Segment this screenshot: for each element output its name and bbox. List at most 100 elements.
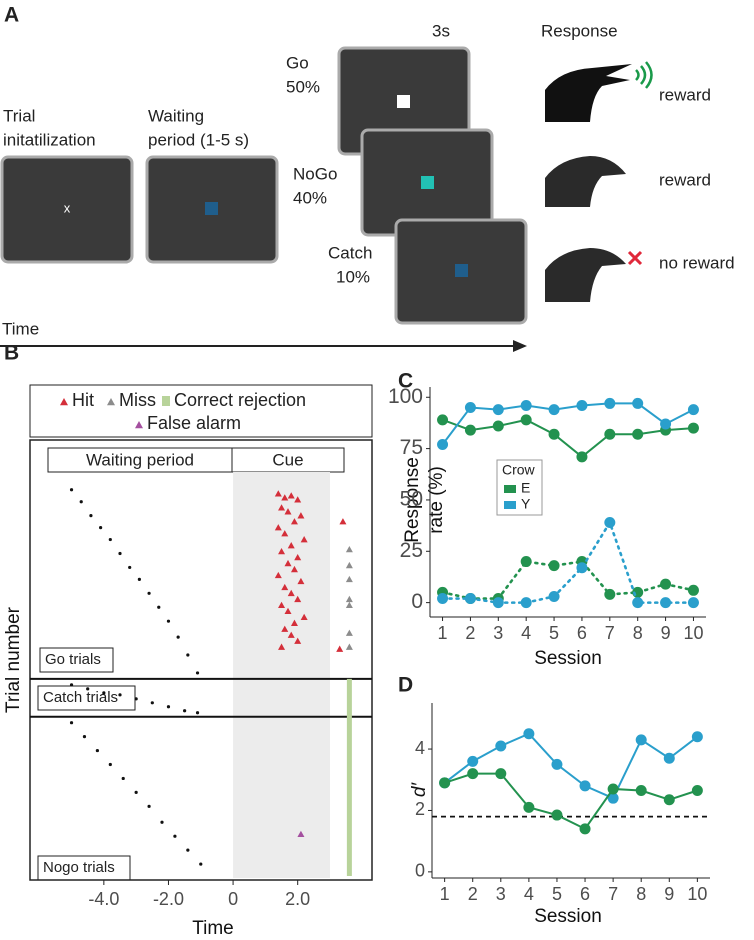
time-label: Time: [2, 319, 39, 338]
series-point: [632, 597, 644, 609]
x-tick-label: 5: [552, 884, 562, 904]
x-tick-label: 9: [664, 884, 674, 904]
series-point: [687, 584, 699, 596]
waiting-dot: [173, 834, 177, 838]
trial-marker: [297, 830, 305, 837]
response-title: Response: [541, 21, 618, 40]
crow-head: [545, 156, 626, 207]
series-point: [635, 785, 647, 796]
trial-percent: 50%: [286, 77, 320, 96]
trial-marker: [278, 601, 286, 609]
waiting-dot: [69, 488, 74, 492]
x-tick-label: 6: [577, 623, 587, 643]
trial-marker: [278, 504, 286, 511]
series-point: [467, 768, 479, 780]
panel-label: B: [4, 342, 19, 365]
trial-type: NoGo: [293, 164, 337, 183]
waiting-dot: [137, 577, 141, 581]
y-axis-label: d′: [409, 782, 430, 798]
waiting-dot: [150, 701, 154, 705]
series-point: [632, 428, 644, 440]
legend-label: Y: [521, 496, 531, 512]
waiting-dot: [121, 776, 125, 781]
series-point: [495, 740, 507, 752]
cue-region: [233, 472, 330, 878]
series-point: [492, 420, 504, 432]
trial-marker: [278, 547, 286, 555]
x-tick-label: 1: [438, 623, 448, 643]
waiting-dot: [82, 735, 87, 739]
outcome: reward: [659, 170, 711, 189]
x-tick-label: -2.0: [153, 889, 184, 909]
trial-marker: [274, 490, 282, 497]
section-box: [39, 647, 114, 673]
waiting-dot: [102, 691, 106, 695]
waiting-dot: [160, 820, 164, 824]
trial-marker: [290, 619, 298, 626]
series-point: [576, 562, 588, 574]
series-point: [663, 794, 675, 806]
series-point: [604, 517, 616, 529]
trial-marker: [297, 577, 305, 585]
y-tick-label: 2: [415, 799, 425, 819]
series-point: [663, 752, 675, 764]
trial-marker: [281, 494, 289, 501]
x-tick-label: 10: [683, 623, 703, 643]
x-tick-label: 4: [521, 623, 531, 643]
fixation-cross: x: [64, 200, 71, 215]
cue-square: [397, 95, 410, 108]
series-point: [548, 404, 560, 416]
y-axis-label: rate (%): [426, 466, 447, 534]
series-point: [660, 578, 672, 590]
waiting-dot: [108, 762, 112, 767]
screen: [0, 155, 134, 264]
cue-square: [455, 264, 468, 277]
panel-label: A: [4, 4, 19, 27]
series-point: [551, 758, 563, 770]
trial-marker: [345, 546, 353, 553]
waiting-dot: [176, 635, 180, 639]
no-reward-icon: [627, 250, 643, 266]
period-box: [47, 447, 233, 473]
y-tick-label: 100: [388, 385, 423, 408]
series-point: [551, 809, 563, 821]
legend-label: Hit: [72, 390, 94, 410]
trial-marker: [287, 492, 295, 499]
duration: 3s: [432, 21, 450, 40]
legend-label: False alarm: [147, 413, 241, 433]
x-tick-label: -4.0: [88, 889, 119, 909]
series-point: [660, 597, 672, 609]
trial-marker: [345, 601, 353, 609]
legend-key: [107, 398, 115, 406]
trial-marker: [284, 559, 292, 567]
series-point: [604, 428, 616, 440]
series-point: [523, 801, 535, 813]
section-label: Go trials: [45, 651, 101, 668]
period-label: Cue: [272, 450, 303, 469]
panel-label: D: [398, 674, 413, 697]
waiting-dot: [89, 514, 93, 518]
panel-label: C: [398, 370, 413, 393]
trial-percent: 40%: [293, 188, 327, 207]
series-point: [495, 768, 507, 780]
stage-label: period (1-5 s): [148, 130, 249, 149]
series-point: [437, 439, 449, 450]
waiting-dot: [79, 500, 83, 504]
series-point: [437, 414, 449, 426]
series-point: [635, 734, 647, 746]
trial-marker: [284, 508, 292, 515]
x-tick-label: 8: [636, 884, 646, 904]
y-tick-label: 75: [400, 436, 423, 459]
x-tick-label: 0: [228, 889, 238, 909]
series-point: [464, 424, 476, 436]
series-line: [443, 732, 699, 800]
series-point: [687, 404, 699, 416]
series-point: [604, 397, 616, 409]
cue-square: [205, 202, 218, 215]
series-point: [691, 731, 703, 743]
series-point: [579, 823, 591, 835]
legend-label: E: [521, 480, 530, 496]
crow-head: [545, 248, 626, 302]
